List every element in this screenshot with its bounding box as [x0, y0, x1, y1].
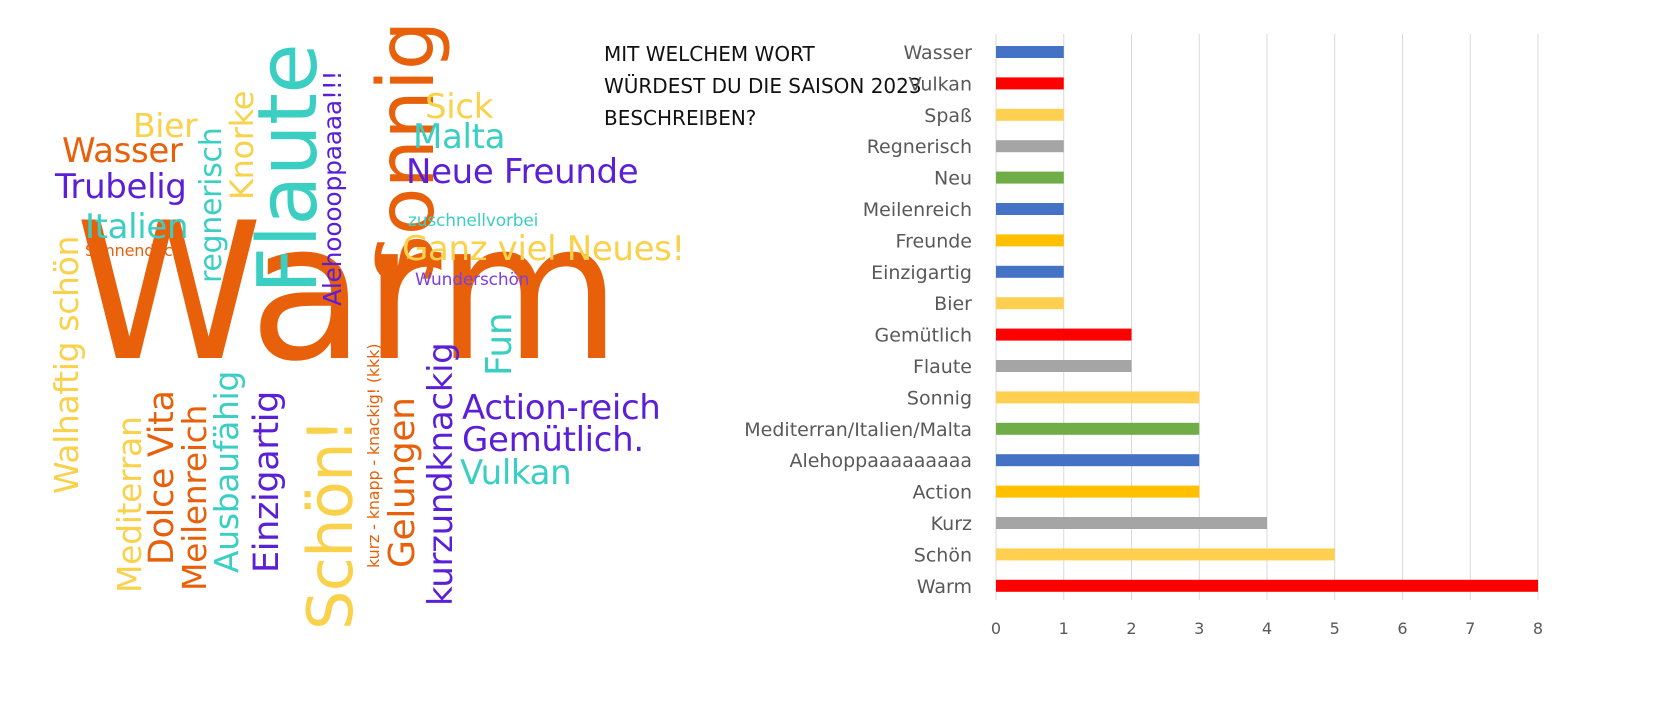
bar — [996, 360, 1132, 372]
category-label: Schön — [914, 544, 972, 566]
category-label: Kurz — [931, 513, 972, 535]
cloud-word: Walhaftig schön — [47, 235, 86, 494]
x-tick-label: 6 — [1397, 619, 1407, 638]
bar — [996, 140, 1064, 153]
bar — [996, 234, 1064, 247]
cloud-word: Trubelig — [55, 167, 187, 207]
cloud-word: Neue Freunde — [406, 152, 639, 192]
cloud-word: Wasser — [62, 131, 183, 171]
category-label: Einzigartig — [871, 262, 972, 284]
category-label: Bier — [934, 293, 972, 315]
bar — [996, 265, 1064, 278]
category-label: Vulkan — [909, 73, 972, 95]
category-label: Freunde — [896, 230, 972, 252]
category-labels: Wasser Vulkan Spaß Regnerisch Neu Meilenreich… — [744, 42, 972, 598]
cloud-word: Ausbaufähig — [207, 370, 246, 573]
chart-grid — [995, 34, 1539, 600]
category-label: Action — [912, 482, 972, 504]
bar — [996, 548, 1335, 561]
category-label: Flaute — [913, 356, 972, 378]
bar-chart: Wasser Vulkan Spaß Regnerisch Neu Meilenreich… — [744, 34, 1543, 638]
bar — [996, 108, 1064, 121]
bar — [996, 328, 1132, 341]
category-label: Regnerisch — [867, 136, 972, 158]
bar — [996, 485, 1200, 498]
bar — [996, 517, 1267, 529]
cloud-word: kurz - knapp - knackig! (kkk) — [364, 343, 383, 568]
bar — [996, 297, 1064, 310]
cloud-word: Sick — [425, 87, 494, 127]
bar — [996, 454, 1200, 467]
bar — [996, 422, 1200, 435]
cloud-word: Warm — [75, 182, 621, 403]
x-tick-label: 2 — [1126, 619, 1136, 638]
x-axis-ticks: 0 1 2 3 4 5 6 7 8 — [991, 619, 1543, 638]
x-tick-label: 5 — [1330, 619, 1340, 638]
category-label: Gemütlich — [875, 325, 972, 347]
category-label: Alehoppaaaaaaaaa — [789, 450, 972, 472]
bar — [996, 77, 1064, 90]
cloud-word: Knorke — [223, 90, 261, 200]
x-tick-label: 7 — [1465, 619, 1475, 638]
category-label: Sonnig — [907, 387, 972, 409]
bar — [996, 579, 1538, 592]
question-title: MIT WELCHEM WORT WÜRDEST DU DIE SAISON 2… — [604, 42, 922, 130]
cloud-word: Schön! — [294, 418, 367, 630]
category-label: Spaß — [924, 105, 972, 127]
bar — [996, 46, 1064, 58]
cloud-word: Bier — [133, 106, 198, 145]
category-label: Wasser — [903, 42, 972, 64]
category-label: Neu — [934, 168, 972, 190]
cloud-word: Einzigartig — [247, 391, 287, 573]
cloud-word: Alehooooppaaaa!!! — [318, 70, 347, 306]
category-label: Meilenreich — [863, 199, 972, 221]
cloud-word: Gemütlich. — [462, 420, 644, 460]
cloud-word: kurzundknackig — [421, 342, 461, 606]
cloud-word: Action-reich — [462, 388, 661, 428]
cloud-word: Sonnendeck — [85, 241, 182, 260]
cloud-word: Wunderschön — [415, 270, 530, 290]
chart-bars — [996, 46, 1538, 592]
category-label: Mediterran/Italien/Malta — [744, 419, 972, 441]
bar — [996, 171, 1064, 184]
x-tick-label: 8 — [1533, 619, 1543, 638]
cloud-word: Malta — [413, 117, 506, 157]
cloud-word: zuschnellvorbei — [408, 211, 539, 231]
cloud-word: Fun — [479, 312, 520, 376]
bar — [996, 391, 1200, 404]
cloud-word: Vulkan — [460, 453, 572, 493]
x-tick-label: 4 — [1262, 619, 1272, 638]
bar — [996, 203, 1064, 215]
x-tick-label: 0 — [991, 619, 1001, 638]
x-tick-label: 3 — [1194, 619, 1204, 638]
word-cloud: Warm Schön! Sonnig Flaute Alehooooppaaaa!!! S… — [0, 0, 760, 720]
category-label: Warm — [917, 576, 972, 598]
cloud-word: Italien — [85, 207, 189, 247]
x-tick-label: 1 — [1059, 619, 1069, 638]
cloud-word: Ganz viel Neues! — [402, 229, 685, 269]
cloud-word: Gelungen — [382, 397, 423, 568]
